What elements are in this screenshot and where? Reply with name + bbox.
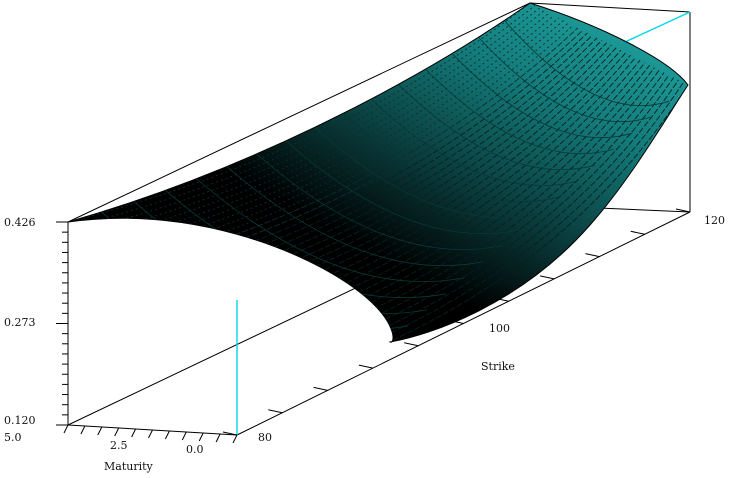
maturity-tick <box>97 426 103 436</box>
maturity-axis-ticks <box>63 424 238 444</box>
maturity-axis-title: Maturity <box>104 460 154 473</box>
z-tick-label-bottom: 0.120 <box>4 414 36 427</box>
maturity-tick <box>232 434 238 444</box>
mesh-line <box>304 62 646 309</box>
mesh-cross-line <box>240 139 502 251</box>
maturity-tick <box>63 424 69 434</box>
mesh-line <box>97 10 545 234</box>
strike-tick <box>494 297 509 302</box>
z-axis-ticks <box>56 221 68 426</box>
strike-tick <box>358 364 374 369</box>
z-tick-label-top: 0.426 <box>4 216 36 229</box>
strike-tick <box>675 208 691 213</box>
strike-tick-label-80: 80 <box>258 431 272 444</box>
mesh-line <box>333 69 660 319</box>
mesh-line <box>353 74 670 327</box>
mesh-cross-line <box>414 57 614 155</box>
mesh-line <box>254 49 622 291</box>
strike-tick <box>630 230 645 235</box>
mesh-cross-line <box>327 98 558 203</box>
strike-tick <box>313 386 328 391</box>
maturity-tick-label-2-5: 2.5 <box>110 439 128 452</box>
mesh-cross-line <box>212 153 484 267</box>
frame-top-right-edge <box>529 2 691 13</box>
mesh-cross-line <box>183 166 465 283</box>
mesh-line <box>363 77 675 330</box>
z-tick-label-mid: 0.273 <box>4 316 36 329</box>
maturity-tick <box>114 427 120 437</box>
mesh-line <box>284 57 636 302</box>
mesh-line <box>264 52 627 294</box>
maturity-tick-label-0: 0.0 <box>186 443 204 456</box>
mesh-line <box>392 84 688 341</box>
mesh-line <box>136 20 564 248</box>
maturity-tick <box>215 433 221 443</box>
strike-tick <box>449 320 464 324</box>
surface <box>67 2 689 343</box>
mesh-line <box>323 67 655 316</box>
mesh-line <box>77 5 536 227</box>
strike-axis-title: Strike <box>481 360 515 373</box>
maturity-tick <box>181 431 187 441</box>
mesh-line <box>294 59 641 305</box>
mesh-cross-line <box>356 84 577 187</box>
mesh-cross-line <box>471 30 651 123</box>
mesh-line <box>382 82 684 337</box>
mesh-line <box>373 79 679 334</box>
strike-tick <box>585 253 600 258</box>
strike-axis-ticks <box>222 208 691 436</box>
maturity-tick-label-5: 5.0 <box>4 431 22 444</box>
strike-tick <box>404 342 419 347</box>
strike-tick <box>222 431 238 436</box>
maturity-tick <box>80 425 86 435</box>
mesh-line <box>126 17 560 244</box>
strike-tick-label-100: 100 <box>489 322 510 335</box>
mesh-line <box>68 3 531 223</box>
mesh-line <box>117 15 555 241</box>
mesh-cross-line <box>443 43 633 139</box>
mesh-cross-line <box>500 16 670 107</box>
maturity-tick <box>198 432 204 442</box>
strike-tick <box>268 409 283 414</box>
frame-back-top-edge <box>67 2 531 223</box>
mesh-line <box>314 64 651 312</box>
mesh-line <box>156 25 574 255</box>
mesh-cross-line <box>385 71 595 171</box>
mesh-cross-line <box>269 125 521 235</box>
mesh-cross-line <box>298 112 540 219</box>
maturity-tick <box>131 428 137 438</box>
strike-tick-label-120: 120 <box>704 214 725 227</box>
strike-tick <box>539 275 555 280</box>
maturity-tick <box>148 429 153 439</box>
maturity-tick <box>164 430 170 440</box>
mesh-line <box>87 7 540 230</box>
